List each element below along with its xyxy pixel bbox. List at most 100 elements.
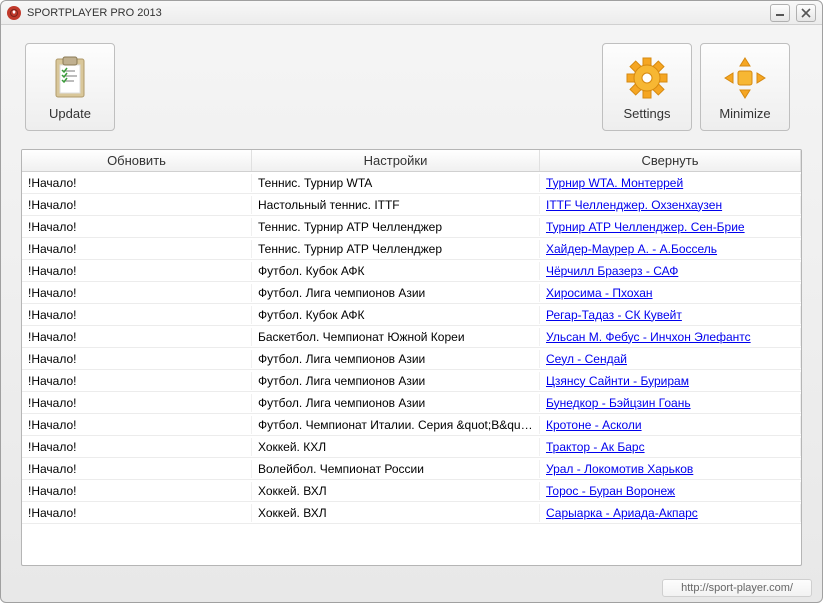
cell-category: Хоккей. КХЛ [252, 438, 540, 456]
cell-status: !Начало! [22, 460, 252, 478]
table-row[interactable]: !Начало!Теннис. Турнир ATP Челленджер Тур… [22, 216, 801, 238]
event-link[interactable]: Турнир WTA. Монтеррей [546, 176, 683, 190]
cell-status: !Начало! [22, 416, 252, 434]
window-close-button[interactable] [796, 4, 816, 22]
table-row[interactable]: !Начало!Теннис. Турнир WTA Турнир WTA. Мо… [22, 172, 801, 194]
table-row[interactable]: !Начало!Футбол. Чемпионат Италии. Серия … [22, 414, 801, 436]
event-link[interactable]: ITTF Челленджер. Охзенхаузен [546, 198, 722, 212]
table: Обновить Настройки Свернуть !Начало!Тенн… [21, 149, 802, 566]
cell-link: Чёрчилл Бразерз - САФ [540, 262, 801, 280]
table-row[interactable]: !Начало!Хоккей. ВХЛ Сарыарка - Ариада-Акп… [22, 502, 801, 524]
cell-category: Теннис. Турнир WTA [252, 174, 540, 192]
table-body[interactable]: !Начало!Теннис. Турнир WTAТурнир WTA. Мо… [22, 172, 801, 565]
cell-link: Регар-Тадаз - СК Кувейт [540, 306, 801, 324]
cell-category: Футбол. Лига чемпионов Азии [252, 350, 540, 368]
table-row[interactable]: !Начало!Футбол. Кубок АФК Чёрчилл Бразерз… [22, 260, 801, 282]
table-row[interactable]: !Начало!Волейбол. Чемпионат России Урал -… [22, 458, 801, 480]
event-link[interactable]: Хиросима - Пхохан [546, 286, 653, 300]
cell-category: Хоккей. ВХЛ [252, 504, 540, 522]
cell-link: ITTF Челленджер. Охзенхаузен [540, 196, 801, 214]
clipboard-icon [50, 54, 90, 102]
table-row[interactable]: !Начало!Теннис. Турнир ATP ЧелленджерХай… [22, 238, 801, 260]
cell-status: !Начало! [22, 240, 252, 258]
cell-link: Кротоне - Асколи [540, 416, 801, 434]
cell-category: Футбол. Лига чемпионов Азии [252, 284, 540, 302]
cell-category: Баскетбол. Чемпионат Южной Кореи [252, 328, 540, 346]
minimize-button[interactable]: Minimize [700, 43, 790, 131]
cell-status: !Начало! [22, 218, 252, 236]
event-link[interactable]: Кротоне - Асколи [546, 418, 642, 432]
cell-link: Турнир WTA. Монтеррей [540, 174, 801, 192]
cell-category: Хоккей. ВХЛ [252, 482, 540, 500]
app-window: SPORTPLAYER PRO 2013 Update [0, 0, 823, 603]
cell-status: !Начало! [22, 174, 252, 192]
column-header-3[interactable]: Свернуть [540, 150, 801, 171]
event-link[interactable]: Регар-Тадаз - СК Кувейт [546, 308, 682, 322]
statusbar: http://sport-player.com/ [1, 578, 822, 602]
table-row[interactable]: !Начало!Футбол. Лига чемпионов Азии Хирос… [22, 282, 801, 304]
event-link[interactable]: Бунедкор - Бэйцзин Гоань [546, 396, 691, 410]
table-row[interactable]: !Начало!Баскетбол. Чемпионат Южной Кореи… [22, 326, 801, 348]
cell-category: Футбол. Кубок АФК [252, 262, 540, 280]
table-row[interactable]: !Начало!Футбол. Лига чемпионов Азии Бунед… [22, 392, 801, 414]
cell-link: Цзянсу Сайнти - Бурирам [540, 372, 801, 390]
cell-status: !Начало! [22, 438, 252, 456]
column-header-1[interactable]: Обновить [22, 150, 252, 171]
toolbar: Update [1, 25, 822, 145]
event-link[interactable]: Ульсан М. Фебус - Инчхон Элефантс [546, 330, 751, 344]
cell-category: Футбол. Лига чемпионов Азии [252, 394, 540, 412]
event-link[interactable]: Сеул - Сендай [546, 352, 627, 366]
cell-link: Сарыарка - Ариада-Акпарс [540, 504, 801, 522]
footer-url[interactable]: http://sport-player.com/ [662, 579, 812, 597]
table-row[interactable]: !Начало!Настольный теннис. ITTF ITTF Челл… [22, 194, 801, 216]
event-link[interactable]: Цзянсу Сайнти - Бурирам [546, 374, 689, 388]
cell-link: Сеул - Сендай [540, 350, 801, 368]
cell-category: Волейбол. Чемпионат России [252, 460, 540, 478]
event-link[interactable]: Сарыарка - Ариада-Акпарс [546, 506, 698, 520]
cell-link: Хиросима - Пхохан [540, 284, 801, 302]
window-controls [770, 4, 816, 22]
table-row[interactable]: !Начало!Футбол. Лига чемпионов Азии Цзянс… [22, 370, 801, 392]
minimize-label: Minimize [719, 106, 770, 121]
cell-link: Хайдер-Маурер А. - А.Боссель [540, 240, 801, 258]
cell-status: !Начало! [22, 328, 252, 346]
event-link[interactable]: Урал - Локомотив Харьков [546, 462, 693, 476]
cell-status: !Начало! [22, 284, 252, 302]
table-row[interactable]: !Начало!Хоккей. ВХЛТорос - Буран Воронеж [22, 480, 801, 502]
cell-status: !Начало! [22, 196, 252, 214]
event-link[interactable]: Чёрчилл Бразерз - САФ [546, 264, 678, 278]
cell-category: Настольный теннис. ITTF [252, 196, 540, 214]
event-link[interactable]: Торос - Буран Воронеж [546, 484, 675, 498]
column-header-2[interactable]: Настройки [252, 150, 540, 171]
cell-category: Теннис. Турнир ATP Челленджер [252, 218, 540, 236]
cell-link: Бунедкор - Бэйцзин Гоань [540, 394, 801, 412]
cell-category: Футбол. Чемпионат Италии. Серия &quot;B&… [252, 416, 540, 434]
cell-category: Футбол. Кубок АФК [252, 306, 540, 324]
cell-status: !Начало! [22, 306, 252, 324]
app-icon [7, 6, 21, 20]
minimize-icon [723, 54, 767, 102]
event-link[interactable]: Трактор - Ак Барс [546, 440, 645, 454]
toolbar-spacer [123, 43, 602, 131]
window-minimize-button[interactable] [770, 4, 790, 22]
settings-label: Settings [624, 106, 671, 121]
window-title: SPORTPLAYER PRO 2013 [27, 7, 162, 19]
settings-button[interactable]: Settings [602, 43, 692, 131]
cell-status: !Начало! [22, 504, 252, 522]
cell-link: Турнир ATP Челленджер. Сен-Брие [540, 218, 801, 236]
event-link[interactable]: Турнир ATP Челленджер. Сен-Брие [546, 220, 745, 234]
cell-link: Трактор - Ак Барс [540, 438, 801, 456]
cell-status: !Начало! [22, 394, 252, 412]
cell-link: Ульсан М. Фебус - Инчхон Элефантс [540, 328, 801, 346]
table-row[interactable]: !Начало!Хоккей. КХЛ Трактор - Ак Барс [22, 436, 801, 458]
cell-status: !Начало! [22, 262, 252, 280]
gear-icon [625, 54, 669, 102]
titlebar: SPORTPLAYER PRO 2013 [1, 1, 822, 25]
cell-link: Торос - Буран Воронеж [540, 482, 801, 500]
event-link[interactable]: Хайдер-Маурер А. - А.Боссель [546, 242, 717, 256]
cell-status: !Начало! [22, 372, 252, 390]
table-row[interactable]: !Начало!Футбол. Кубок АФК Регар-Тадаз - С… [22, 304, 801, 326]
table-row[interactable]: !Начало!Футбол. Лига чемпионов АзииСеул … [22, 348, 801, 370]
update-button[interactable]: Update [25, 43, 115, 131]
cell-category: Футбол. Лига чемпионов Азии [252, 372, 540, 390]
